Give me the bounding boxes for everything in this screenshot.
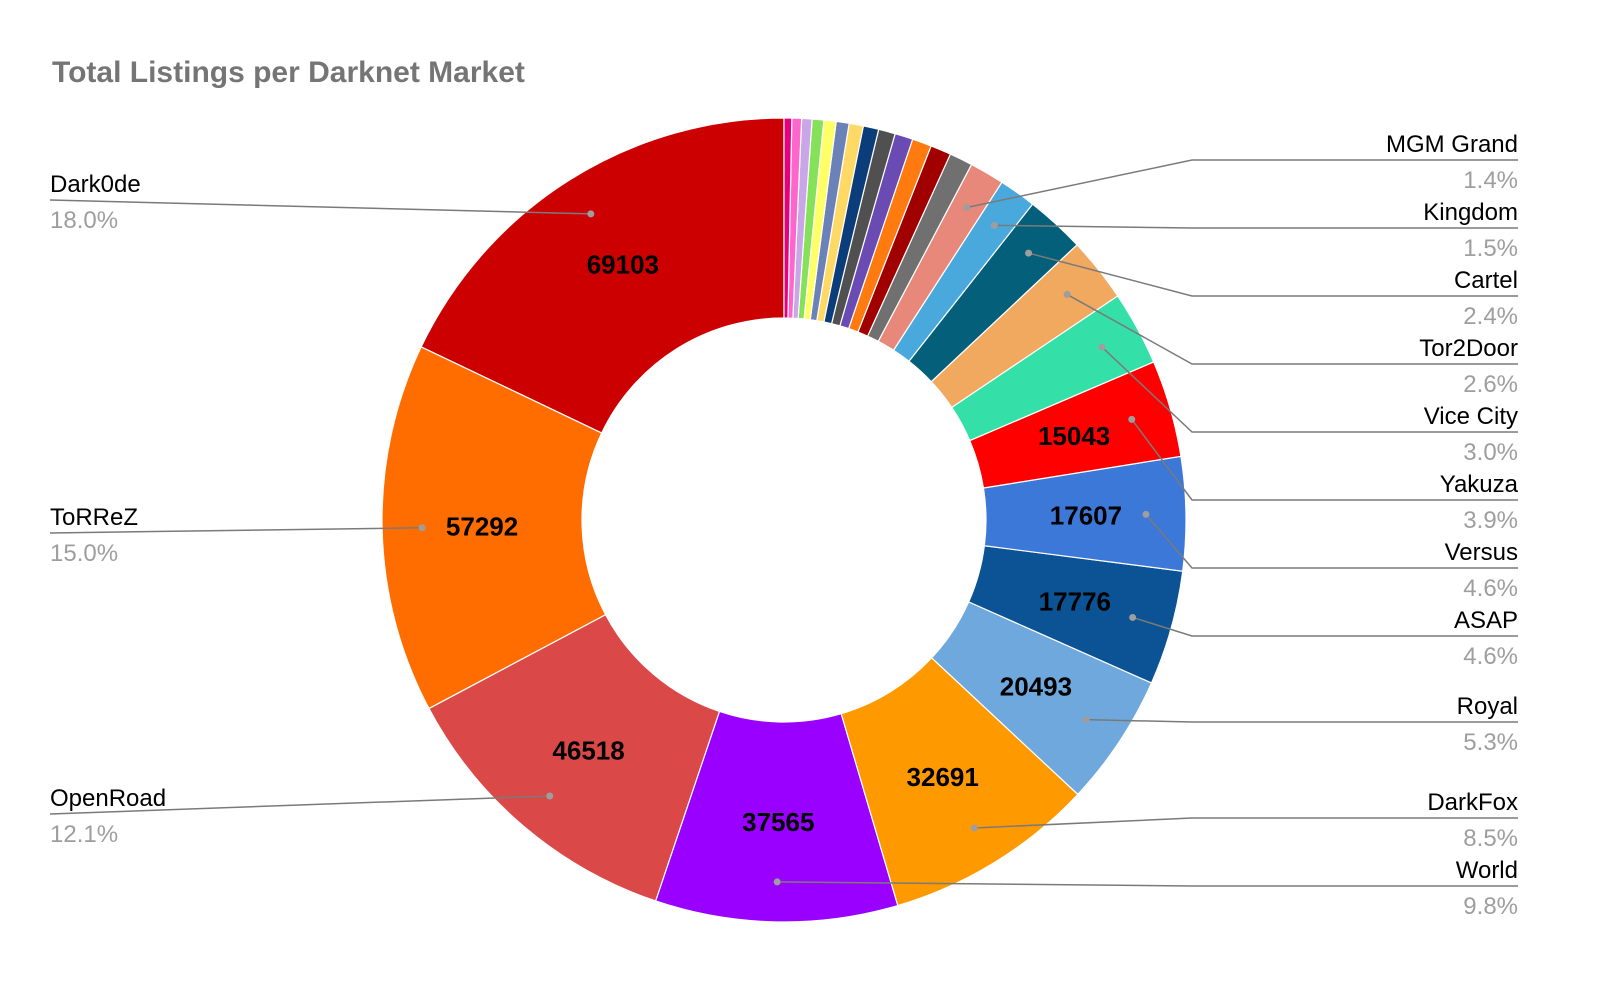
callout-name-vice-city: Vice City xyxy=(1424,403,1518,430)
slice-torrez xyxy=(381,346,607,710)
slice-minor-26 xyxy=(783,117,793,319)
callout-name-openroad: OpenRoad xyxy=(50,785,166,812)
value-label-darkfox: 32691 xyxy=(907,762,979,792)
leader-dot-versus xyxy=(1142,510,1150,518)
leader-dot-mgm-grand xyxy=(963,204,971,212)
callout-name-cartel: Cartel xyxy=(1454,267,1518,294)
callout-name-asap: ASAP xyxy=(1454,607,1518,634)
leader-dot-cartel xyxy=(1025,249,1033,257)
callout-percent-asap: 4.6% xyxy=(1463,643,1518,670)
callout-percent-vice-city: 3.0% xyxy=(1463,439,1518,466)
callout-percent-kingdom: 1.5% xyxy=(1463,235,1518,262)
leader-line-tor2door xyxy=(1066,293,1518,365)
callout-name-torrez: ToRReZ xyxy=(50,504,138,531)
callout-name-darkfox: DarkFox xyxy=(1427,789,1518,816)
leader-line-darkfox xyxy=(974,817,1518,829)
callout-percent-versus: 4.6% xyxy=(1463,575,1518,602)
callout-percent-world: 9.8% xyxy=(1463,893,1518,920)
leader-dot-openroad xyxy=(546,792,554,800)
leader-dot-vice-city xyxy=(1098,343,1106,351)
callout-percent-darkfox: 8.5% xyxy=(1463,825,1518,852)
value-label-torrez: 57292 xyxy=(446,512,518,542)
leader-line-openroad xyxy=(49,795,550,815)
leader-dot-torrez xyxy=(418,524,426,532)
callout-percent-royal: 5.3% xyxy=(1463,729,1518,756)
leader-line-cartel xyxy=(1028,252,1518,297)
callout-percent-mgm-grand: 1.4% xyxy=(1463,167,1518,194)
callout-percent-dark0de: 18.0% xyxy=(50,207,118,234)
value-label-versus: 17607 xyxy=(1050,500,1122,530)
callout-percent-yakuza: 3.9% xyxy=(1463,507,1518,534)
callout-percent-cartel: 2.4% xyxy=(1463,303,1518,330)
callout-name-kingdom: Kingdom xyxy=(1423,199,1518,226)
callouts-group: Dark0de 18.0% ToRReZ 15.0% OpenRoad 12.1% Worl… xyxy=(49,131,1519,920)
leader-dot-asap xyxy=(1129,613,1137,621)
leader-line-asap xyxy=(1132,616,1518,637)
callout-percent-torrez: 15.0% xyxy=(50,540,118,567)
leader-line-dark0de xyxy=(49,199,591,215)
value-label-yakuza: 15043 xyxy=(1038,421,1110,451)
callout-percent-openroad: 12.1% xyxy=(50,821,118,848)
leader-line-versus xyxy=(1145,513,1518,569)
value-label-royal: 20493 xyxy=(1000,672,1072,702)
callout-name-tor2door: Tor2Door xyxy=(1419,335,1518,362)
chart-title: Total Listings per Darknet Market xyxy=(52,56,525,89)
leader-dot-darkfox xyxy=(970,824,978,832)
value-label-dark0de: 69103 xyxy=(587,250,659,280)
leader-dot-dark0de xyxy=(587,210,595,218)
callout-name-yakuza: Yakuza xyxy=(1440,471,1519,498)
leader-dot-kingdom xyxy=(990,221,998,229)
leader-line-yakuza xyxy=(1131,418,1518,501)
callout-name-dark0de: Dark0de xyxy=(50,171,141,198)
slice-dark0de xyxy=(420,117,785,434)
leader-line-mgm-grand xyxy=(966,159,1518,209)
slices-group xyxy=(381,117,1187,923)
leader-line-kingdom xyxy=(994,224,1518,229)
leader-line-vice-city xyxy=(1101,346,1518,433)
callout-name-mgm-grand: MGM Grand xyxy=(1386,131,1518,158)
leader-dot-yakuza xyxy=(1128,415,1136,423)
callout-name-royal: Royal xyxy=(1457,693,1518,720)
callout-percent-tor2door: 2.6% xyxy=(1463,371,1518,398)
callout-name-world: World xyxy=(1456,857,1518,884)
callout-name-versus: Versus xyxy=(1445,539,1518,566)
leader-dot-world xyxy=(773,878,781,886)
leader-dot-tor2door xyxy=(1063,290,1071,298)
leader-line-torrez xyxy=(49,527,423,534)
value-label-world: 37565 xyxy=(742,807,814,837)
value-label-openroad: 46518 xyxy=(552,735,624,765)
leader-line-royal xyxy=(1085,718,1518,723)
slice-openroad xyxy=(428,613,721,902)
leader-line-world xyxy=(777,881,1518,887)
value-labels-group: 69103 57292 46518 37565 32691 20493 17776 17607… xyxy=(446,250,1122,837)
value-label-asap: 17776 xyxy=(1039,586,1111,616)
leader-dot-royal xyxy=(1082,716,1090,724)
